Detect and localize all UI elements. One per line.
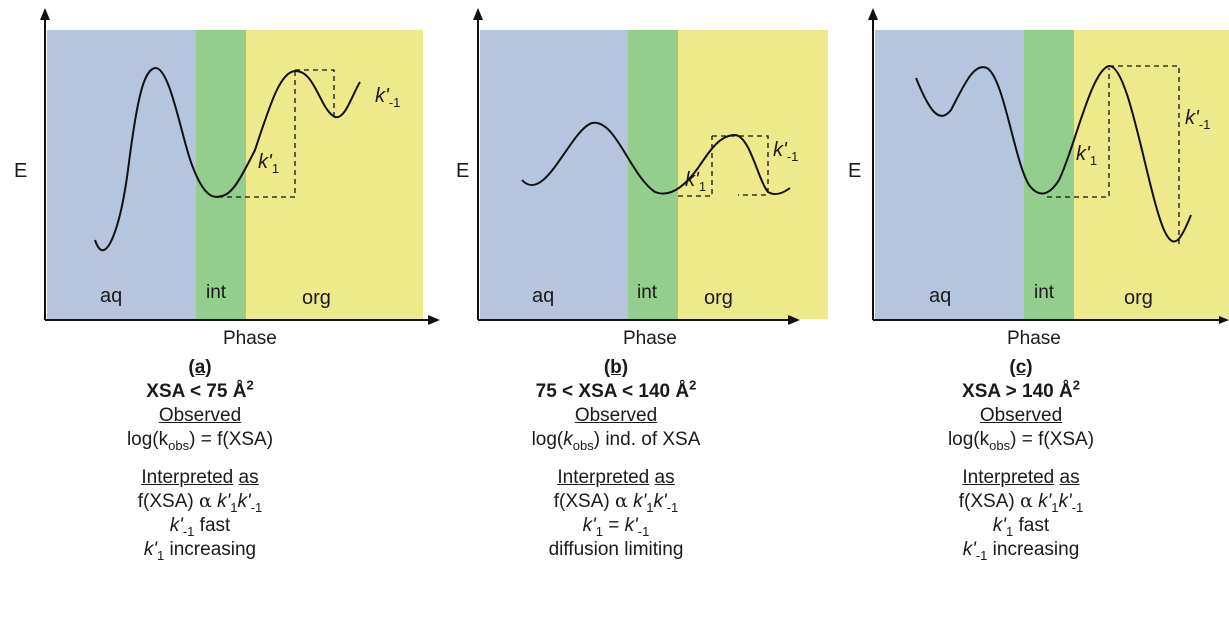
rate-label-k-1: k'-1 (773, 139, 798, 164)
panel-c: E Phase aq int org k'1 k'-1 (c) XSA > 14… (829, 0, 1229, 639)
energy-curve (915, 64, 1192, 243)
observed-expression: log(kobs) = f(XSA) (126, 429, 274, 453)
condition: 75 < XSA < 140 Å2 (535, 377, 697, 402)
x-axis-arrow-icon (788, 315, 800, 325)
y-axis-label: E (14, 160, 27, 182)
interpreted-line-2: k'1 = k'-1 (582, 515, 650, 539)
region-label-org: org (704, 287, 733, 309)
y-axis-arrow-icon (868, 8, 878, 20)
interpreted-line-3: k'1 increasing (143, 539, 257, 563)
caption-c: (c) XSA > 140 Å2 Observed log(kobs) = f(… (821, 356, 1221, 562)
region-org (1074, 30, 1229, 319)
caption-a: (a) XSA < 75 Å2 Observed log(kobs) = f(X… (0, 356, 400, 562)
interpreted-line-1: f(XSA) α k'1k'-1 (958, 490, 1084, 515)
x-axis-label: Phase (1007, 328, 1061, 349)
region-aq (47, 30, 196, 319)
rate-label-k-1: k'-1 (375, 85, 400, 110)
y-axis-arrow-icon (473, 8, 483, 20)
observed-expression: log(kobs) = f(XSA) (947, 429, 1095, 453)
region-aq (480, 30, 628, 319)
caption-b: (b) 75 < XSA < 140 Å2 Observed log(kobs)… (416, 356, 816, 562)
y-axis-label: E (848, 160, 861, 182)
energy-diagram-a: E Phase aq int org k'1 k'-1 (14, 8, 440, 349)
condition: XSA > 140 Å2 (962, 377, 1080, 402)
guide-k1 (678, 136, 713, 197)
panel-label: (c) (1009, 357, 1033, 378)
guide-k-1 (1109, 65, 1180, 248)
observed-heading: Observed (574, 405, 658, 426)
interpreted-heading: Interpreted as (962, 467, 1080, 488)
region-label-aq: aq (929, 285, 951, 307)
region-label-int: int (637, 282, 658, 303)
panel-a: E Phase aq int org k'1 k'-1 (a) XSA < 75… (0, 0, 440, 639)
panel-label: (a) (188, 357, 212, 378)
interpreted-line-3: diffusion limiting (548, 539, 684, 560)
rate-label-k1: k'1 (1076, 143, 1097, 168)
region-aq (875, 30, 1024, 319)
region-org (678, 30, 828, 319)
interpreted-heading: Interpreted as (557, 467, 675, 488)
rate-label-k-1: k'-1 (1185, 107, 1210, 132)
observed-expression: log(kobs) ind. of XSA (531, 429, 701, 453)
interpreted-line-2: k'1 fast (992, 515, 1050, 539)
energy-curve (94, 67, 361, 252)
region-label-aq: aq (532, 285, 554, 307)
x-axis-arrow-icon (428, 315, 440, 325)
x-axis-arrow-icon (1219, 316, 1229, 324)
guide-k-1 (295, 69, 335, 117)
panel-label: (b) (603, 357, 629, 378)
guide-k1 (1047, 68, 1110, 198)
interpreted-line-1: f(XSA) α k'1k'-1 (137, 490, 263, 515)
y-axis-label: E (456, 160, 469, 182)
guide-k-1 (712, 135, 769, 196)
rate-label-k1: k'1 (685, 169, 706, 194)
region-int (1024, 30, 1074, 319)
region-label-org: org (302, 287, 331, 309)
condition: XSA < 75 Å2 (146, 377, 254, 402)
region-label-org: org (1124, 287, 1153, 309)
y-axis-arrow-icon (40, 8, 50, 20)
energy-curve (521, 121, 791, 196)
region-int (628, 30, 678, 319)
interpreted-line-1: f(XSA) α k'1k'-1 (553, 490, 679, 515)
rate-label-k1: k'1 (258, 151, 279, 176)
observed-heading: Observed (158, 405, 242, 426)
guide-k1 (218, 72, 296, 198)
interpreted-line-3: k'-1 increasing (962, 539, 1080, 563)
region-label-aq: aq (100, 285, 122, 307)
interpreted-heading: Interpreted as (141, 467, 259, 488)
region-int (196, 30, 246, 319)
energy-diagram-c: E Phase aq int org k'1 k'-1 (848, 8, 1229, 349)
x-axis-label: Phase (623, 328, 677, 349)
observed-heading: Observed (979, 405, 1063, 426)
x-axis-label: Phase (223, 328, 277, 349)
energy-diagram-b: E Phase aq int org k'1 k'-1 (456, 8, 828, 349)
region-label-int: int (206, 282, 227, 303)
panel-b: E Phase aq int org k'1 k'-1 (b) 75 < XSA… (430, 0, 830, 639)
interpreted-line-2: k'-1 fast (169, 515, 231, 539)
region-label-int: int (1034, 282, 1055, 303)
